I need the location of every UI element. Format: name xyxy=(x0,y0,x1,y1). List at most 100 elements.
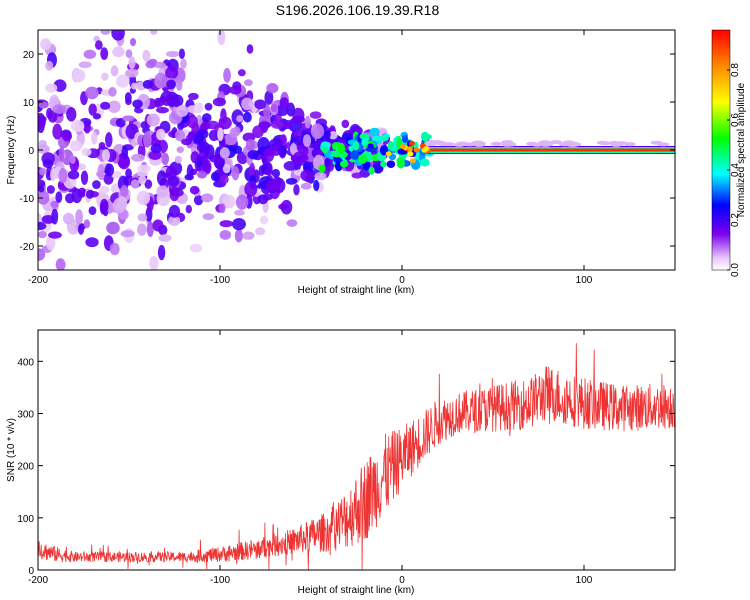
spectrogram-blob xyxy=(313,179,320,192)
colorbar-tick-label: 0.0 xyxy=(730,263,741,277)
spectrogram-blob xyxy=(38,248,46,261)
spectrogram-blob xyxy=(176,79,183,91)
spectrogram-blob xyxy=(132,99,143,109)
spectrogram-blob xyxy=(106,221,120,235)
spectrogram-blob xyxy=(110,65,119,77)
spectrogram-blob xyxy=(270,120,285,129)
spectrogram-blob xyxy=(125,97,132,106)
spectrogram-blob xyxy=(77,187,87,198)
spectrogram-blob xyxy=(75,209,83,225)
spectrogram-blob xyxy=(196,141,211,153)
spectrogram-blob xyxy=(242,231,255,240)
spectrogram-blob xyxy=(125,68,139,78)
spectrogram-blob xyxy=(232,145,243,154)
spectrogram-blob xyxy=(243,111,252,123)
spectrogram-blob xyxy=(323,130,331,140)
spectrogram-blob xyxy=(241,97,254,111)
spectrogram-blob xyxy=(81,148,92,156)
spectrogram-blob xyxy=(293,184,300,196)
spectrogram-blob xyxy=(137,164,151,173)
spectrogram-blob xyxy=(413,147,420,153)
spectrogram-blob xyxy=(55,258,66,270)
spectrogram-blob xyxy=(125,49,133,59)
spectrogram-blob xyxy=(91,131,98,145)
spectrogram-blob xyxy=(177,121,185,131)
spectrogram-blob xyxy=(38,231,47,239)
spectrogram-blob xyxy=(38,144,50,154)
spectrogram-blob xyxy=(623,142,636,147)
spectrogram-blob xyxy=(223,67,231,83)
spectrogram-blob xyxy=(318,164,326,173)
spectrogram-blob xyxy=(337,142,345,154)
spectrogram-blob xyxy=(190,151,200,164)
spectrogram-blob xyxy=(368,166,375,175)
spectrogram-blob xyxy=(232,81,242,90)
spectrogram-blob xyxy=(156,106,169,114)
spectrogram-blob xyxy=(152,219,164,232)
spectrogram-blob xyxy=(137,223,147,236)
spectrogram-blob xyxy=(437,141,450,146)
spectrogram-blob xyxy=(222,163,231,174)
spectrogram-blob xyxy=(202,113,212,123)
spectrogram-blob xyxy=(237,69,246,77)
spectrogram-blob xyxy=(52,123,63,140)
spectrogram-blob xyxy=(175,105,189,117)
spectrogram-blob xyxy=(263,168,274,176)
spectrogram-blob xyxy=(254,99,267,110)
spectrogram-y-tick-label: -10 xyxy=(20,194,35,205)
spectrogram-blob xyxy=(85,237,99,248)
spectrogram-blob xyxy=(196,170,208,179)
spectrogram-blob xyxy=(367,143,374,149)
spectrogram-blob xyxy=(155,128,166,141)
spectrogram-blob xyxy=(231,166,240,181)
spectrogram-blob xyxy=(105,132,113,148)
spectrogram-blob xyxy=(80,170,89,185)
spectrogram-blob xyxy=(45,60,54,71)
spectrogram-blob xyxy=(229,127,237,139)
spectrogram-blob xyxy=(111,30,125,41)
spectrogram-blob xyxy=(406,146,413,152)
spectrogram-blob xyxy=(361,137,369,147)
spectrogram-blob xyxy=(351,172,364,179)
snr-y-tick-label: 400 xyxy=(17,357,34,368)
spectrogram-blob xyxy=(94,40,103,50)
spectrogram-blob xyxy=(300,182,312,190)
spectrogram-blob xyxy=(122,115,135,122)
spectrogram-blob xyxy=(186,115,198,129)
spectrogram-blob xyxy=(100,30,111,35)
spectrogram-blob xyxy=(409,158,416,164)
spectrogram-blob xyxy=(83,49,97,59)
spectrogram-blob xyxy=(189,243,203,253)
spectrogram-blob xyxy=(270,103,278,113)
spectrogram-blob xyxy=(168,215,181,227)
spectrogram-blob xyxy=(379,134,389,142)
spectrogram-x-label: Height of straight line (km) xyxy=(298,285,415,296)
spectrogram-blob xyxy=(260,215,269,225)
spectrogram-blob xyxy=(263,104,271,120)
spectrogram-blob xyxy=(269,138,283,148)
spectrogram-blob xyxy=(55,191,63,203)
spectrogram-blob xyxy=(83,219,91,229)
spectrogram-blob xyxy=(88,103,97,116)
spectrogram-blob xyxy=(278,203,288,210)
spectrogram-blob xyxy=(107,100,121,113)
spectrogram-blob xyxy=(136,190,151,206)
spectrogram-blob xyxy=(236,115,244,123)
spectrogram-blob xyxy=(161,152,170,166)
spectrogram-blob xyxy=(48,231,62,239)
spectrogram-y-ticks: -20 -10 0 10 20 xyxy=(20,50,675,253)
spectrogram-blob xyxy=(204,102,213,111)
snr-x-tick-label: -200 xyxy=(28,575,48,586)
spectrogram-blob xyxy=(265,180,279,192)
spectrogram-blob xyxy=(168,204,181,218)
spectrogram-blob xyxy=(189,185,200,195)
spectrogram-line-core xyxy=(427,148,675,152)
spectrogram-blob xyxy=(202,213,215,221)
colorbar-tick-label: 0.6 xyxy=(730,113,741,127)
spectrogram-blob xyxy=(153,61,166,69)
snr-x-label: Height of straight line (km) xyxy=(298,585,415,596)
spectrogram-blob xyxy=(358,154,368,164)
spectrogram-blob xyxy=(244,181,258,197)
spectrogram-blob xyxy=(371,135,381,142)
